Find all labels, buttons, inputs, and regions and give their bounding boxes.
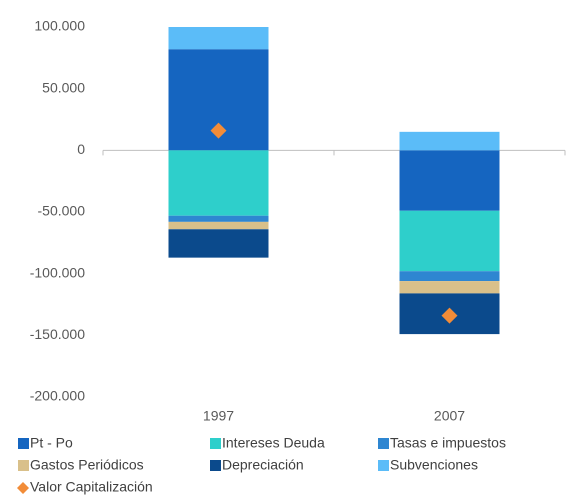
bar-segment [399,150,500,211]
bar-segment [168,27,269,50]
legend-label: Subvenciones [390,457,478,473]
legend-swatch [18,460,29,471]
legend-marker [17,482,29,494]
bar-segment [168,215,269,222]
marker [441,307,458,324]
bar-segment [399,271,500,282]
x-tick-label: 2007 [434,408,465,424]
bar-segment [399,210,500,272]
bar-segment [168,229,269,258]
legend-swatch [18,438,29,449]
y-tick-label: 100.000 [34,18,85,34]
y-tick-label: -150.000 [30,326,85,342]
legend-swatch [210,460,221,471]
legend-label: Intereses Deuda [222,435,325,451]
bar-segment [168,150,269,216]
legend-label: Depreciación [222,457,304,473]
legend-swatch [378,460,389,471]
y-tick-label: 0 [77,141,85,157]
legend-label: Tasas e impuestos [390,435,506,451]
legend-label: Gastos Periódicos [30,457,144,473]
y-tick-label: 50.000 [42,79,85,95]
legend-label: Valor Capitalización [30,479,153,495]
y-tick-label: -200.000 [30,388,85,404]
legend-swatch [378,438,389,449]
bar-segment [168,221,269,230]
y-tick-label: -100.000 [30,264,85,280]
marker [210,122,227,139]
bar-segment [399,131,500,151]
legend-swatch [210,438,221,449]
bar-segment [399,281,500,294]
legend-label: Pt - Po [30,435,73,451]
y-tick-label: -50.000 [38,203,86,219]
x-tick-label: 1997 [203,408,234,424]
